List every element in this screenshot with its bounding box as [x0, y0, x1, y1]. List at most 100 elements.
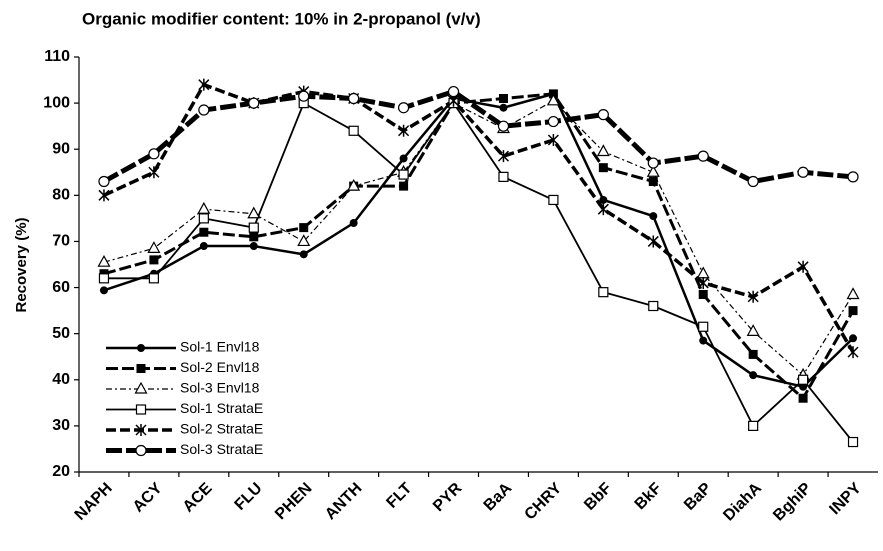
- marker-shape: [98, 189, 110, 202]
- marker: [348, 125, 359, 136]
- marker: [249, 232, 259, 242]
- marker: [547, 134, 559, 146]
- marker-shape: [198, 78, 210, 91]
- marker: [397, 102, 410, 114]
- marker-shape: [646, 165, 660, 177]
- marker-shape: [149, 255, 159, 265]
- marker-shape: [797, 374, 809, 385]
- marker-shape: [299, 223, 309, 233]
- marker-shape: [849, 334, 858, 343]
- marker-shape: [546, 93, 560, 106]
- marker: [148, 166, 160, 179]
- marker-shape: [597, 203, 609, 216]
- marker-shape: [797, 166, 809, 178]
- marker-shape: [647, 235, 659, 248]
- marker: [498, 94, 508, 103]
- marker-shape: [847, 171, 859, 183]
- marker: [599, 195, 608, 204]
- marker-shape: [399, 181, 409, 191]
- marker: [597, 203, 609, 216]
- legend-label: Sol-2 StrataE: [180, 421, 263, 437]
- marker-shape: [798, 393, 808, 403]
- marker: [97, 254, 111, 267]
- x-tick-label: NAPH: [72, 480, 116, 524]
- x-tick-label: FLT: [383, 480, 415, 512]
- marker: [647, 157, 659, 169]
- marker-shape: [497, 120, 510, 132]
- marker: [696, 266, 710, 279]
- marker-shape: [499, 103, 508, 112]
- marker: [347, 178, 361, 191]
- legend-label: Sol-3 StrataE: [180, 441, 263, 457]
- marker: [98, 273, 110, 284]
- x-tick-label: BghiP: [770, 480, 815, 525]
- marker: [748, 349, 758, 359]
- marker: [398, 169, 409, 180]
- marker-shape: [649, 212, 658, 221]
- y-tick-label: 50: [52, 325, 70, 342]
- marker-shape: [248, 222, 259, 233]
- marker: [747, 175, 759, 188]
- marker-shape: [746, 324, 760, 336]
- marker-shape: [748, 349, 758, 359]
- marker-shape: [136, 364, 146, 373]
- marker-shape: [498, 94, 508, 103]
- marker-shape: [397, 102, 410, 114]
- marker-shape: [398, 124, 410, 137]
- x-tick-label: BkF: [632, 480, 666, 514]
- marker: [199, 227, 209, 237]
- marker-shape: [199, 227, 209, 237]
- marker-shape: [747, 290, 759, 303]
- marker-shape: [547, 134, 559, 146]
- y-tick-label: 60: [52, 279, 70, 296]
- marker: [399, 181, 409, 191]
- marker: [797, 166, 809, 178]
- marker: [747, 290, 759, 303]
- marker-shape: [847, 436, 859, 448]
- marker: [149, 255, 159, 265]
- chart-title: Organic modifier content: 10% in 2-propa…: [82, 9, 481, 28]
- marker: [135, 444, 147, 457]
- marker-shape: [547, 115, 560, 128]
- marker-shape: [498, 171, 509, 182]
- marker-shape: [99, 286, 108, 295]
- x-tick-label: BaA: [481, 479, 516, 514]
- y-tick-label: 90: [52, 140, 70, 157]
- marker: [135, 424, 147, 436]
- marker-shape: [198, 104, 210, 116]
- marker-shape: [299, 250, 308, 259]
- marker: [399, 154, 408, 163]
- marker: [797, 374, 809, 385]
- marker: [849, 334, 858, 343]
- marker-shape: [247, 206, 261, 219]
- x-tick-label: INPY: [826, 480, 865, 519]
- marker-shape: [137, 344, 145, 352]
- marker: [598, 287, 609, 298]
- y-tick-label: 100: [43, 94, 70, 111]
- series-line: [103, 92, 854, 388]
- legend: Sol-1 Envl18 Sol-2 Envl18 Sol-3 Envl18 Sol-…: [100, 336, 296, 464]
- marker-shape: [249, 232, 259, 242]
- marker-shape: [697, 276, 709, 289]
- marker: [646, 165, 660, 177]
- series-line: [102, 89, 854, 184]
- marker: [99, 286, 108, 295]
- marker: [198, 78, 210, 91]
- marker-shape: [98, 273, 110, 284]
- marker: [749, 371, 758, 380]
- marker: [748, 420, 759, 431]
- y-axis-label: Recovery (%): [13, 217, 30, 312]
- marker: [249, 242, 258, 251]
- marker-shape: [249, 242, 258, 251]
- marker-shape: [197, 201, 211, 214]
- series-line: [103, 92, 855, 400]
- marker: [548, 194, 559, 206]
- legend-box: [100, 336, 296, 464]
- marker: [248, 222, 259, 233]
- marker-shape: [747, 175, 759, 188]
- marker: [299, 223, 309, 233]
- y-tick-label: 40: [52, 371, 70, 388]
- marker-shape: [199, 242, 208, 251]
- marker-shape: [135, 404, 147, 415]
- marker: [699, 336, 708, 345]
